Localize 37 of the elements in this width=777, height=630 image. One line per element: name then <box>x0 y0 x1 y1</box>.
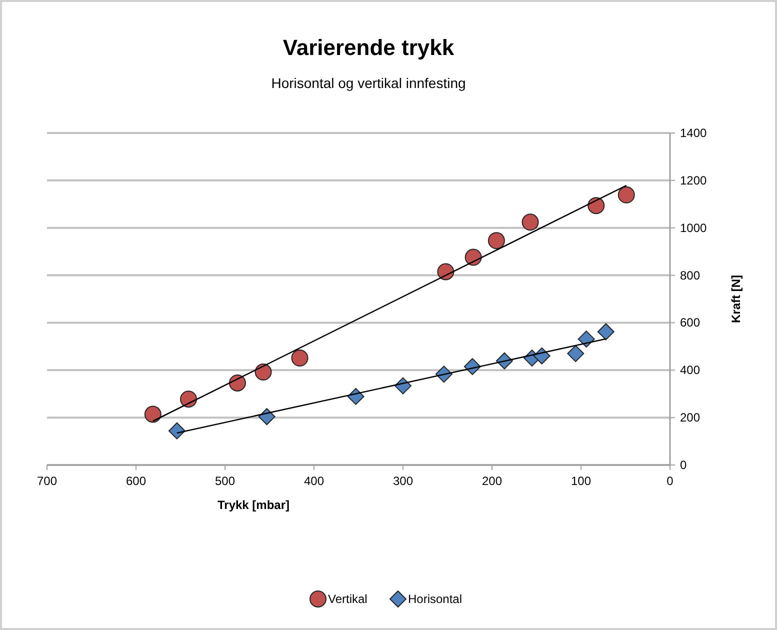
x-tick-label: 300 <box>392 474 414 488</box>
point <box>291 350 308 367</box>
y-axis-title: Kraft [N] <box>729 275 743 323</box>
point <box>180 390 198 408</box>
point <box>488 232 505 250</box>
x-tick-label: 700 <box>36 474 58 488</box>
point <box>567 345 584 362</box>
x-axis-title: Trykk [mbar] <box>217 498 290 512</box>
x-tick-label: 200 <box>482 474 502 488</box>
x-tick-label: 0 <box>666 474 674 488</box>
y-tick-label: 600 <box>680 316 700 330</box>
y-tick-label: 800 <box>680 268 700 282</box>
point <box>228 374 246 392</box>
point <box>254 364 272 381</box>
point <box>618 186 635 204</box>
y-tick-label: 1000 <box>680 220 708 235</box>
x-tick-label: 400 <box>304 474 324 488</box>
legend-label: Horisontal <box>408 592 462 606</box>
x-tick-label: 500 <box>214 474 236 488</box>
point <box>437 263 454 280</box>
point <box>597 323 614 340</box>
y-tick-label: 1200 <box>680 173 708 188</box>
y-tick-label: 0 <box>680 458 687 472</box>
point <box>464 248 482 266</box>
point <box>144 406 162 423</box>
chart-title: Varierende trykk <box>282 35 455 60</box>
y-tick-label: 1400 <box>680 126 708 140</box>
x-tick-label: 100 <box>570 474 592 488</box>
legend-label: Vertikal <box>328 592 368 606</box>
point <box>588 197 605 214</box>
point <box>168 422 186 440</box>
point <box>522 214 539 231</box>
x-tick-label: 600 <box>126 474 146 488</box>
chart-subtitle: Horisontal og vertikal innfesting <box>271 75 466 91</box>
y-tick-label: 400 <box>680 363 700 378</box>
point <box>578 330 595 348</box>
y-tick-label: 200 <box>680 410 700 425</box>
